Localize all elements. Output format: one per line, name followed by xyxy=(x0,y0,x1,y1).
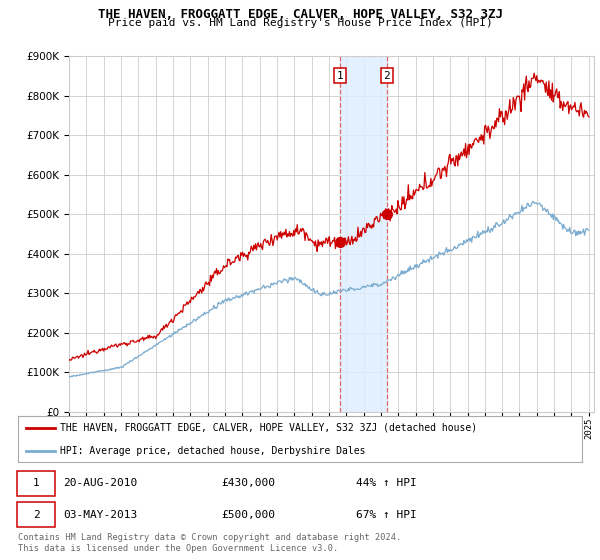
Text: 67% ↑ HPI: 67% ↑ HPI xyxy=(356,510,417,520)
Text: 1: 1 xyxy=(32,478,40,488)
Text: 1: 1 xyxy=(337,71,343,81)
Text: THE HAVEN, FROGGATT EDGE, CALVER, HOPE VALLEY, S32 3ZJ: THE HAVEN, FROGGATT EDGE, CALVER, HOPE V… xyxy=(97,8,503,21)
Text: Contains HM Land Registry data © Crown copyright and database right 2024.
This d: Contains HM Land Registry data © Crown c… xyxy=(18,533,401,553)
Text: HPI: Average price, detached house, Derbyshire Dales: HPI: Average price, detached house, Derb… xyxy=(60,446,366,455)
FancyBboxPatch shape xyxy=(17,471,55,496)
Text: Price paid vs. HM Land Registry's House Price Index (HPI): Price paid vs. HM Land Registry's House … xyxy=(107,18,493,29)
FancyBboxPatch shape xyxy=(17,502,55,528)
Text: 2: 2 xyxy=(32,510,40,520)
Text: THE HAVEN, FROGGATT EDGE, CALVER, HOPE VALLEY, S32 3ZJ (detached house): THE HAVEN, FROGGATT EDGE, CALVER, HOPE V… xyxy=(60,423,478,432)
Bar xyxy=(340,56,387,412)
Text: £500,000: £500,000 xyxy=(221,510,275,520)
Text: 44% ↑ HPI: 44% ↑ HPI xyxy=(356,478,417,488)
Text: 2: 2 xyxy=(383,71,390,81)
Text: 03-MAY-2013: 03-MAY-2013 xyxy=(63,510,137,520)
Text: 20-AUG-2010: 20-AUG-2010 xyxy=(63,478,137,488)
Text: £430,000: £430,000 xyxy=(221,478,275,488)
